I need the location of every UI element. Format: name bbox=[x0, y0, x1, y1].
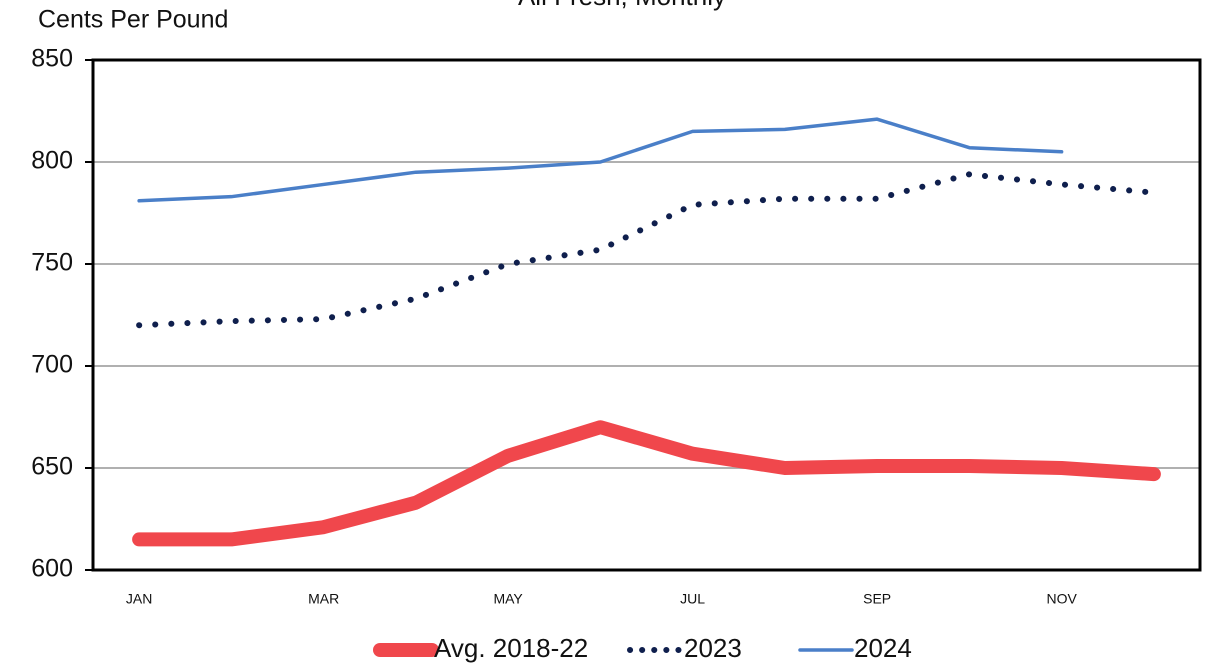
y-axis-label: Cents Per Pound bbox=[38, 6, 228, 34]
x-tick-label: MAY bbox=[493, 591, 523, 607]
y-tick-label: 800 bbox=[31, 147, 73, 175]
x-tick-label: SEP bbox=[863, 591, 891, 607]
series-line bbox=[132, 420, 1161, 547]
x-tick-label: MAR bbox=[308, 591, 339, 607]
x-tick-label: NOV bbox=[1046, 591, 1077, 607]
y-tick-label: 850 bbox=[31, 45, 73, 73]
plot-frame bbox=[91, 58, 1202, 572]
y-tick-label: 750 bbox=[31, 249, 73, 277]
legend-label: 2023 bbox=[684, 633, 742, 663]
legend-label: 2024 bbox=[854, 633, 912, 663]
x-tick-label: JAN bbox=[126, 591, 152, 607]
chart-title: All Fresh, Monthly bbox=[518, 0, 726, 11]
y-tick-label: 650 bbox=[31, 453, 73, 481]
series-line bbox=[137, 117, 1064, 203]
series-line bbox=[136, 171, 1157, 329]
x-tick-label: JUL bbox=[680, 591, 705, 607]
y-tick-label: 600 bbox=[31, 555, 73, 583]
legend-label: Avg. 2018-22 bbox=[434, 633, 588, 663]
y-tick-label: 700 bbox=[31, 351, 73, 379]
